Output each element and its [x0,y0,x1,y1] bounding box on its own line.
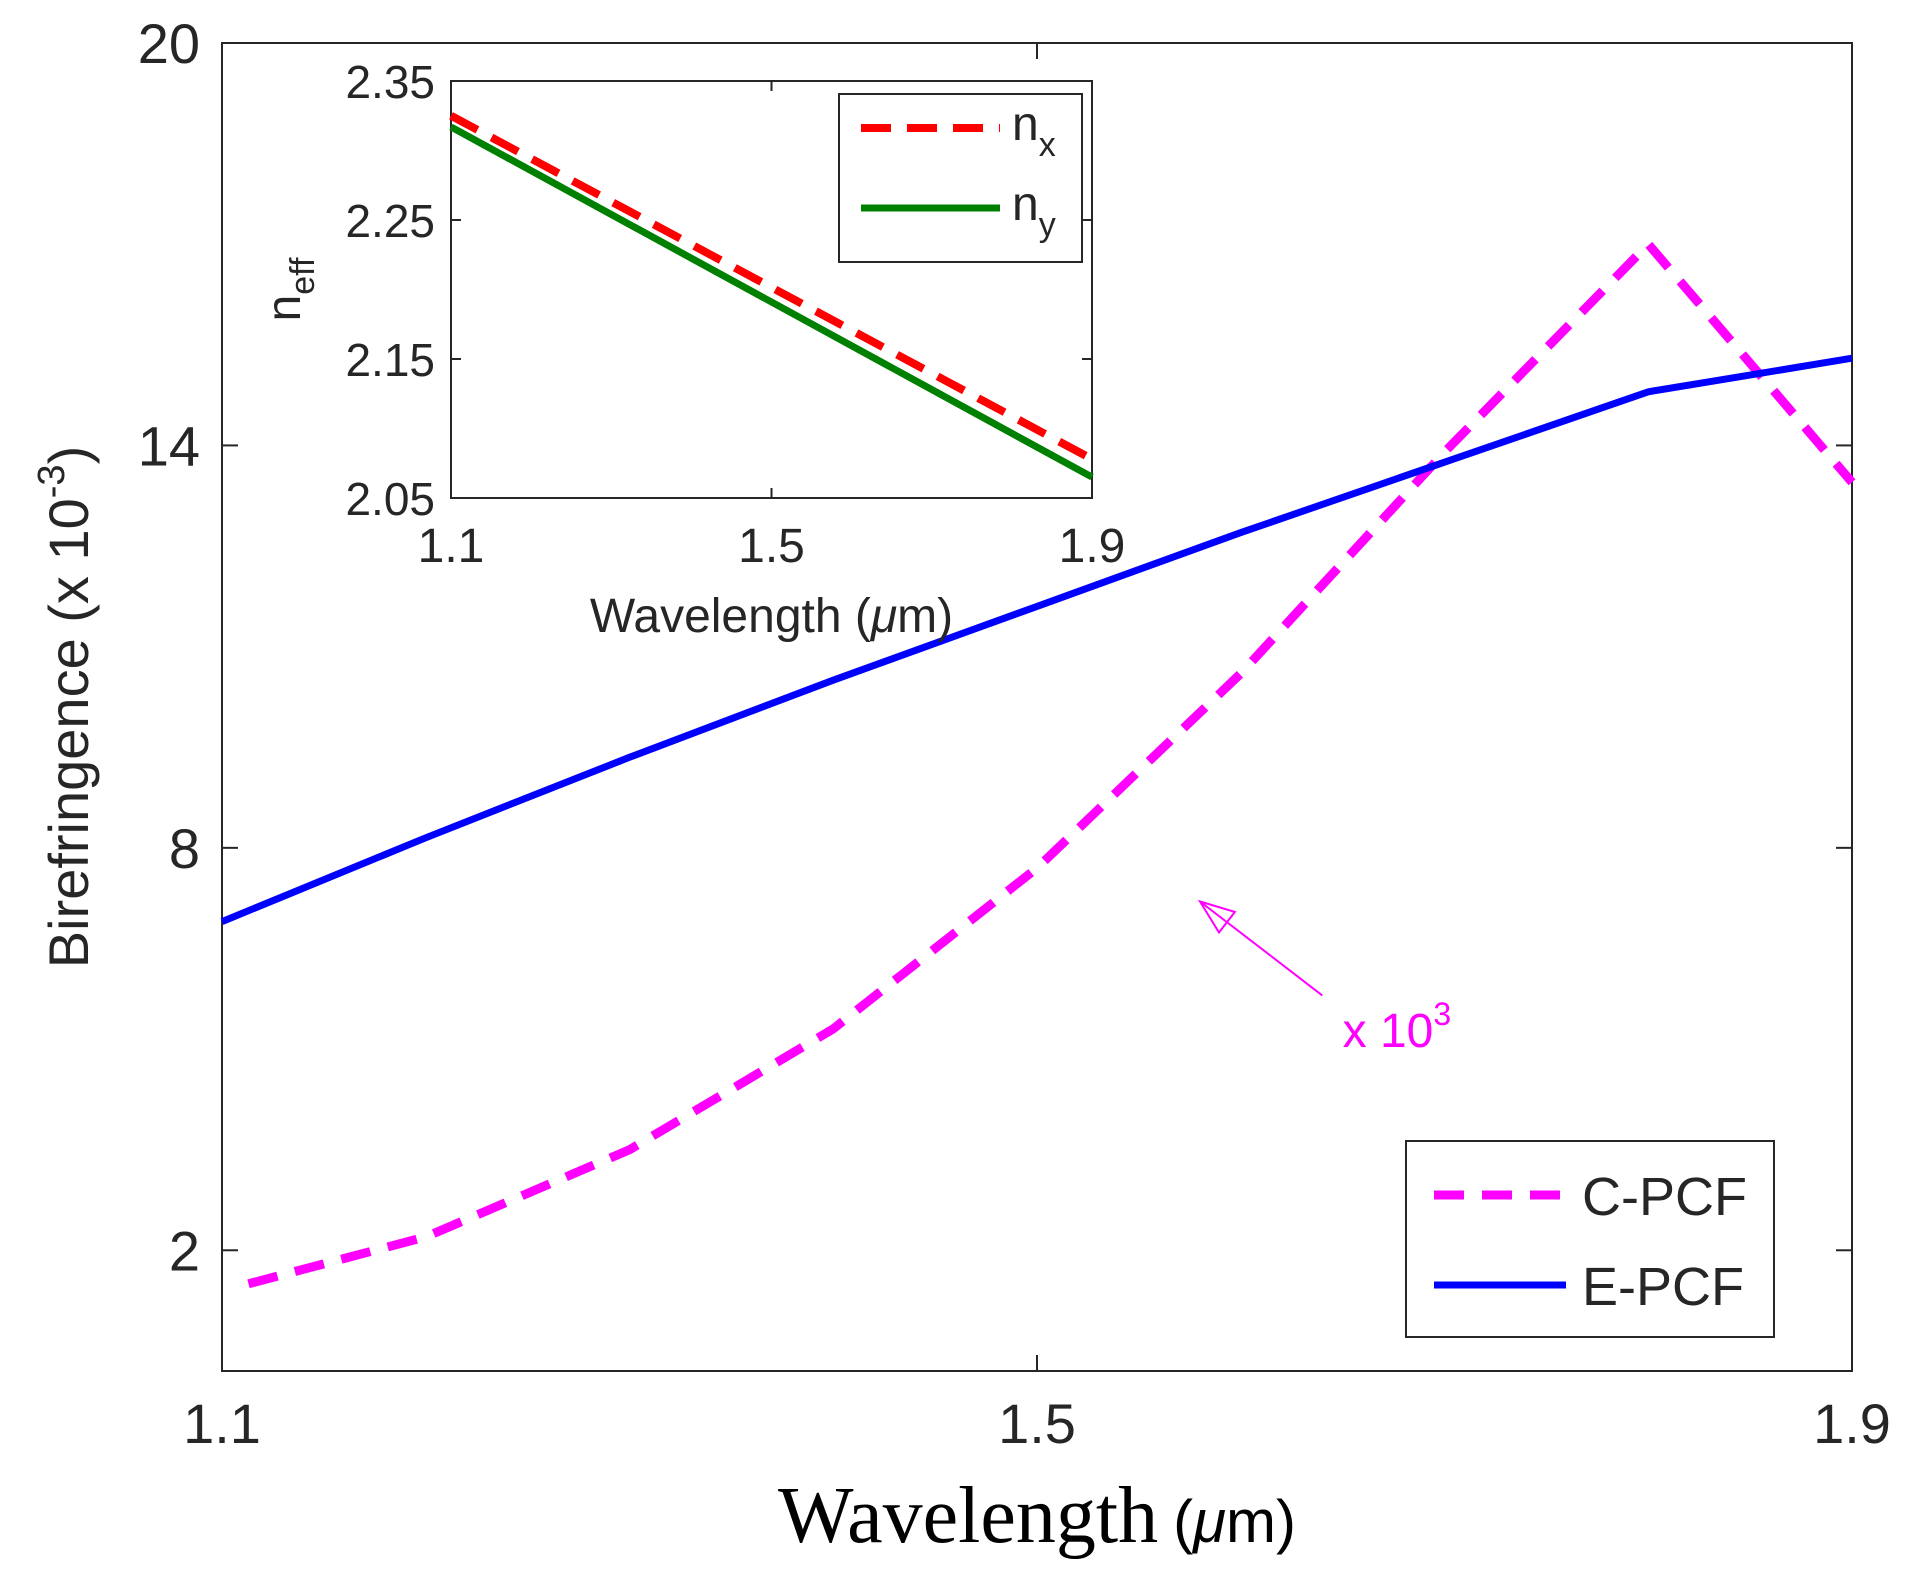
main-y-tick-label: 8 [169,817,200,880]
inset-y-axis-title-n: n [258,295,311,322]
annotation-label: x 103 [1343,996,1452,1058]
inset-legend-label-sub: y [1039,206,1056,244]
main-legend-box [1405,1140,1775,1338]
main-x-axis-title-rest: m) [1226,1488,1296,1555]
inset-series-line-nx [449,112,1094,463]
inset-legend-box [838,93,1083,263]
inset-x-axis-title-word: Wavelength [590,590,842,643]
main-y-axis-title-close: ) [37,446,100,465]
main-x-axis-title: Wavelength (μm) [778,1472,1296,1560]
inset-x-tick-label: 1.5 [738,520,805,573]
inset-legend-label-main: n [1012,98,1039,151]
inset-x-tick-label: 1.9 [1059,520,1126,573]
main-y-tick-label: 14 [138,414,200,477]
inset-x-axis-title-space [842,590,855,643]
main-legend: C-PCF E-PCF [1405,1140,1775,1338]
annotation-label-exp: 3 [1433,996,1451,1032]
main-y-axis-title-exp: -3 [31,464,73,498]
inset-y-tick-label: 2.25 [345,195,435,247]
inset-x-axis-title-rest: m) [897,590,953,643]
main-x-tick-label: 1.9 [1813,1392,1891,1455]
inset-x-axis-title-mu: μ [869,590,897,643]
main-x-tick-label: 1.5 [998,1392,1076,1455]
inset-x-tick-label: 1.1 [418,520,485,573]
main-y-tick-label: 2 [169,1219,200,1282]
inset-x-axis-title: Wavelength (μm) [590,590,953,643]
main-x-axis-title-open: ( [1173,1488,1193,1555]
annotation-arrow-head [1197,899,1237,935]
main-series-line-c-pcf [247,239,1856,1289]
inset-y-tick-label: 2.35 [345,56,435,108]
inset-legend-label-ny: ny [1012,178,1056,244]
inset-legend-label-main: n [1012,178,1039,231]
inset-y-axis-title: neff [258,257,322,321]
inset-y-tick-label: 2.15 [345,334,435,386]
main-y-axis-title: Birefringence (x 10-3) [31,446,100,968]
annotation-label-text: x 10 [1343,1005,1434,1058]
main-series-line-e-pcf [220,354,1853,925]
main-y-axis-title-text: Birefringence (x 10 [37,498,100,968]
inset-legend-label-sub: x [1039,126,1056,164]
main-x-axis-title-mu: μ [1191,1488,1226,1555]
inset-legend-label-nx: nx [1012,98,1056,164]
main-x-tick-label: 1.1 [183,1392,261,1455]
main-x-axis-title-word: Wavelength [778,1472,1158,1560]
inset-series-line-ny [449,123,1094,481]
main-legend-label-e-pcf: E-PCF [1582,1257,1744,1317]
main-x-axis-title-space [1158,1489,1173,1555]
main-y-tick-label: 20 [138,12,200,75]
annotation-arrow-shaft [1199,900,1323,997]
inset-y-axis-title-sub: eff [284,257,322,295]
main-legend-label-c-pcf: C-PCF [1582,1167,1747,1227]
inset-x-axis-title-open: ( [855,590,871,643]
inset-y-tick-label: 2.05 [345,473,435,525]
inset-plot: 1.1 1.5 1.9 2.05 2.15 2.25 2.35 Wavelength (μm)… [258,56,1125,643]
